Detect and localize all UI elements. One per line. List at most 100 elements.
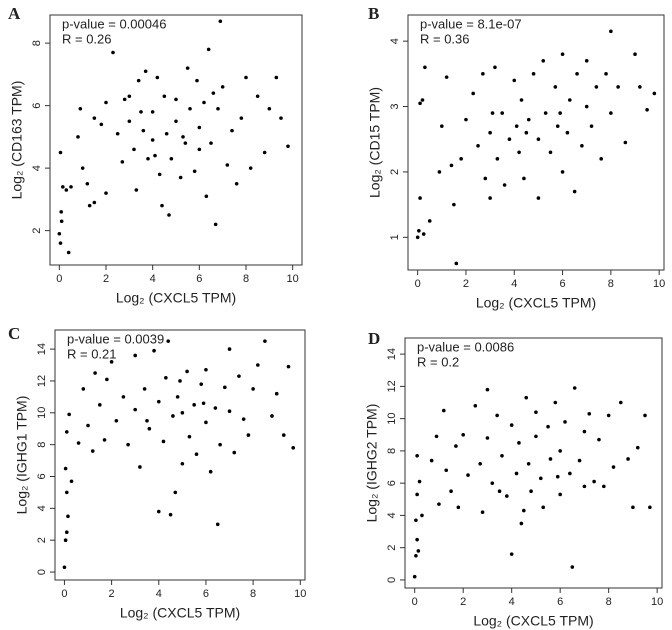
point	[132, 147, 136, 152]
x-tick-label: 0	[412, 596, 418, 608]
point	[456, 505, 461, 510]
point	[449, 489, 453, 494]
point	[497, 489, 502, 494]
x-tick-label: 4	[156, 588, 162, 600]
point	[421, 232, 426, 236]
point	[192, 403, 196, 407]
point	[631, 505, 635, 510]
point	[536, 137, 541, 142]
point	[286, 364, 291, 369]
point	[519, 521, 524, 526]
x-tick-label: 4	[150, 273, 156, 285]
plot-frame	[404, 337, 663, 589]
point	[197, 147, 202, 152]
point	[58, 150, 63, 155]
point	[420, 98, 425, 102]
point	[444, 75, 449, 79]
point	[59, 219, 64, 224]
point	[237, 374, 241, 378]
point	[139, 110, 143, 114]
point	[213, 222, 218, 227]
point	[507, 137, 512, 142]
point	[582, 429, 587, 434]
point	[187, 434, 192, 439]
point	[512, 78, 517, 83]
point	[120, 160, 125, 164]
point	[227, 347, 232, 351]
point	[180, 411, 185, 415]
point	[58, 241, 63, 245]
point	[618, 400, 623, 405]
point	[255, 94, 260, 99]
point	[174, 119, 178, 124]
x-tick-label: 10	[653, 278, 665, 290]
point	[493, 65, 497, 70]
point	[178, 175, 183, 180]
point	[606, 413, 611, 418]
point	[202, 100, 206, 105]
point	[81, 387, 86, 391]
point	[514, 124, 519, 128]
point	[164, 375, 168, 380]
point	[514, 471, 519, 476]
x-tick-label: 2	[460, 596, 466, 608]
point	[412, 574, 417, 579]
point	[241, 417, 246, 421]
point	[92, 116, 97, 120]
point	[168, 512, 173, 517]
y-axis-label: Log₂ (CD163 TPM)	[9, 81, 25, 200]
point	[161, 439, 166, 444]
point	[509, 552, 514, 556]
point	[169, 156, 174, 161]
point	[111, 50, 115, 55]
point	[160, 203, 164, 208]
y-tick-label: 2	[389, 169, 401, 175]
annotation: p-value = 0.0086	[417, 339, 514, 354]
point	[471, 91, 476, 96]
point	[248, 166, 253, 170]
point	[69, 185, 73, 189]
point	[251, 387, 255, 391]
annotation: R = 0.21	[67, 346, 117, 361]
point	[509, 423, 514, 427]
point	[599, 157, 604, 161]
point	[555, 124, 560, 128]
y-tick-label: 4	[389, 38, 401, 44]
annotation: R = 0.36	[420, 31, 470, 46]
point	[522, 176, 526, 181]
y-tick-label: 8	[31, 40, 43, 46]
point	[218, 19, 223, 24]
y-tick-label: 12	[386, 380, 398, 392]
point	[437, 502, 441, 506]
point	[638, 85, 642, 89]
x-tick-label: 2	[103, 273, 109, 285]
point	[423, 65, 427, 70]
x-tick-label: 8	[250, 588, 256, 600]
point	[102, 438, 107, 442]
point	[541, 505, 545, 510]
point	[522, 508, 526, 513]
point	[215, 522, 220, 527]
point	[66, 514, 70, 519]
point	[291, 446, 296, 450]
point	[286, 144, 290, 149]
point	[166, 339, 171, 343]
point	[589, 124, 594, 128]
point	[558, 492, 562, 497]
point	[440, 124, 444, 128]
point	[195, 78, 199, 83]
point	[87, 203, 92, 208]
point	[147, 426, 152, 431]
point	[541, 58, 546, 63]
point	[592, 479, 596, 484]
point	[104, 100, 108, 105]
point	[90, 449, 95, 453]
point	[444, 468, 449, 473]
point	[230, 128, 234, 133]
point	[548, 457, 553, 461]
point	[152, 348, 156, 353]
point	[652, 91, 657, 96]
x-tick-label: 0	[56, 273, 62, 285]
point	[584, 58, 589, 63]
point	[560, 52, 565, 57]
